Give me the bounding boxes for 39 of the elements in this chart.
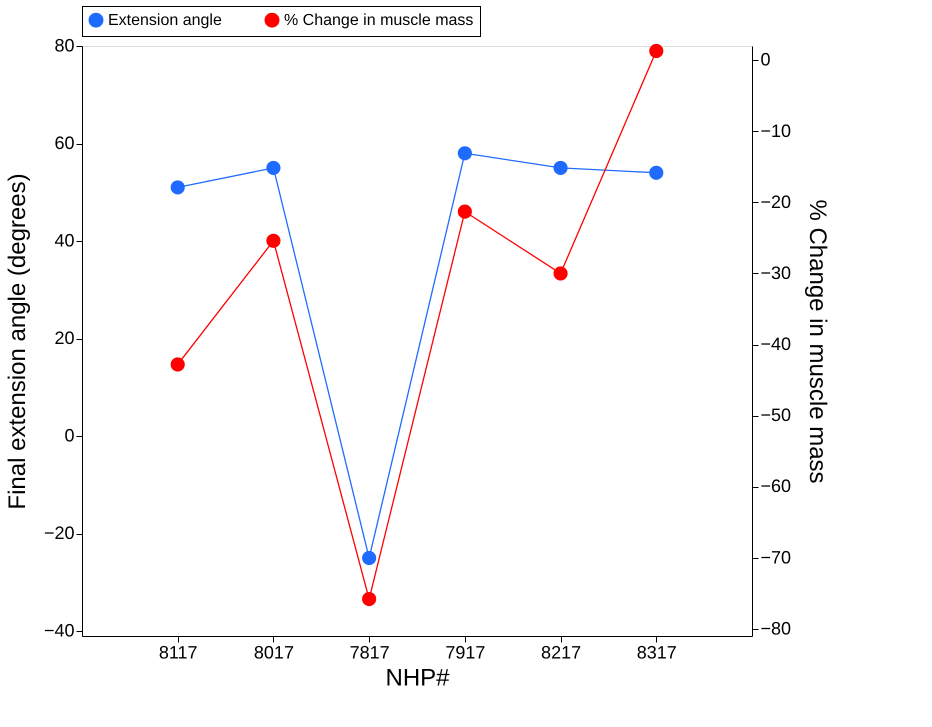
point [458,146,472,160]
point [554,266,568,281]
point [170,180,185,194]
point [458,204,472,219]
y2-tick-label: −80 [760,618,792,638]
y-tick-label: 20 [54,328,74,348]
x-tick-label: 7917 [445,642,486,662]
point [649,44,664,58]
y2-tick-label: −70 [760,547,792,568]
y2-axis-title: % Change in muscle mass [804,199,832,484]
y2-tick-label: −60 [760,476,792,496]
y-axis-title: Final extension angle (degrees) [4,173,31,510]
x-tick-label: 8017 [254,642,294,662]
y-tick-label: 40 [54,230,74,251]
point [362,550,376,566]
y-tick-label: 0 [64,426,74,446]
point [554,160,568,175]
y-tick-label: −40 [44,620,74,641]
x-axis-title: NHP# [385,664,450,692]
y-tick-label: 80 [54,36,74,56]
x-tick-label: 8117 [158,642,198,662]
y2-tick-label: −40 [760,334,792,354]
point [649,166,664,180]
x-tick-label: 8317 [636,642,677,662]
x-tick-label: 7817 [350,642,390,662]
point [266,234,280,248]
point [170,357,185,372]
legend-label: % Change in muscle mass [284,12,474,30]
legend-label: Extension angle [108,12,222,30]
point [362,592,376,606]
y2-tick-label: −30 [760,262,792,283]
x-tick-label: 8217 [541,642,582,662]
y2-tick-label: −50 [760,405,792,426]
point [266,160,280,175]
y2-tick-label: 0 [760,50,771,70]
y2-tick-label: −20 [760,192,792,212]
y2-tick-label: −10 [760,120,792,141]
y-tick-label: −20 [44,523,74,544]
y-tick-label: 60 [54,133,74,154]
